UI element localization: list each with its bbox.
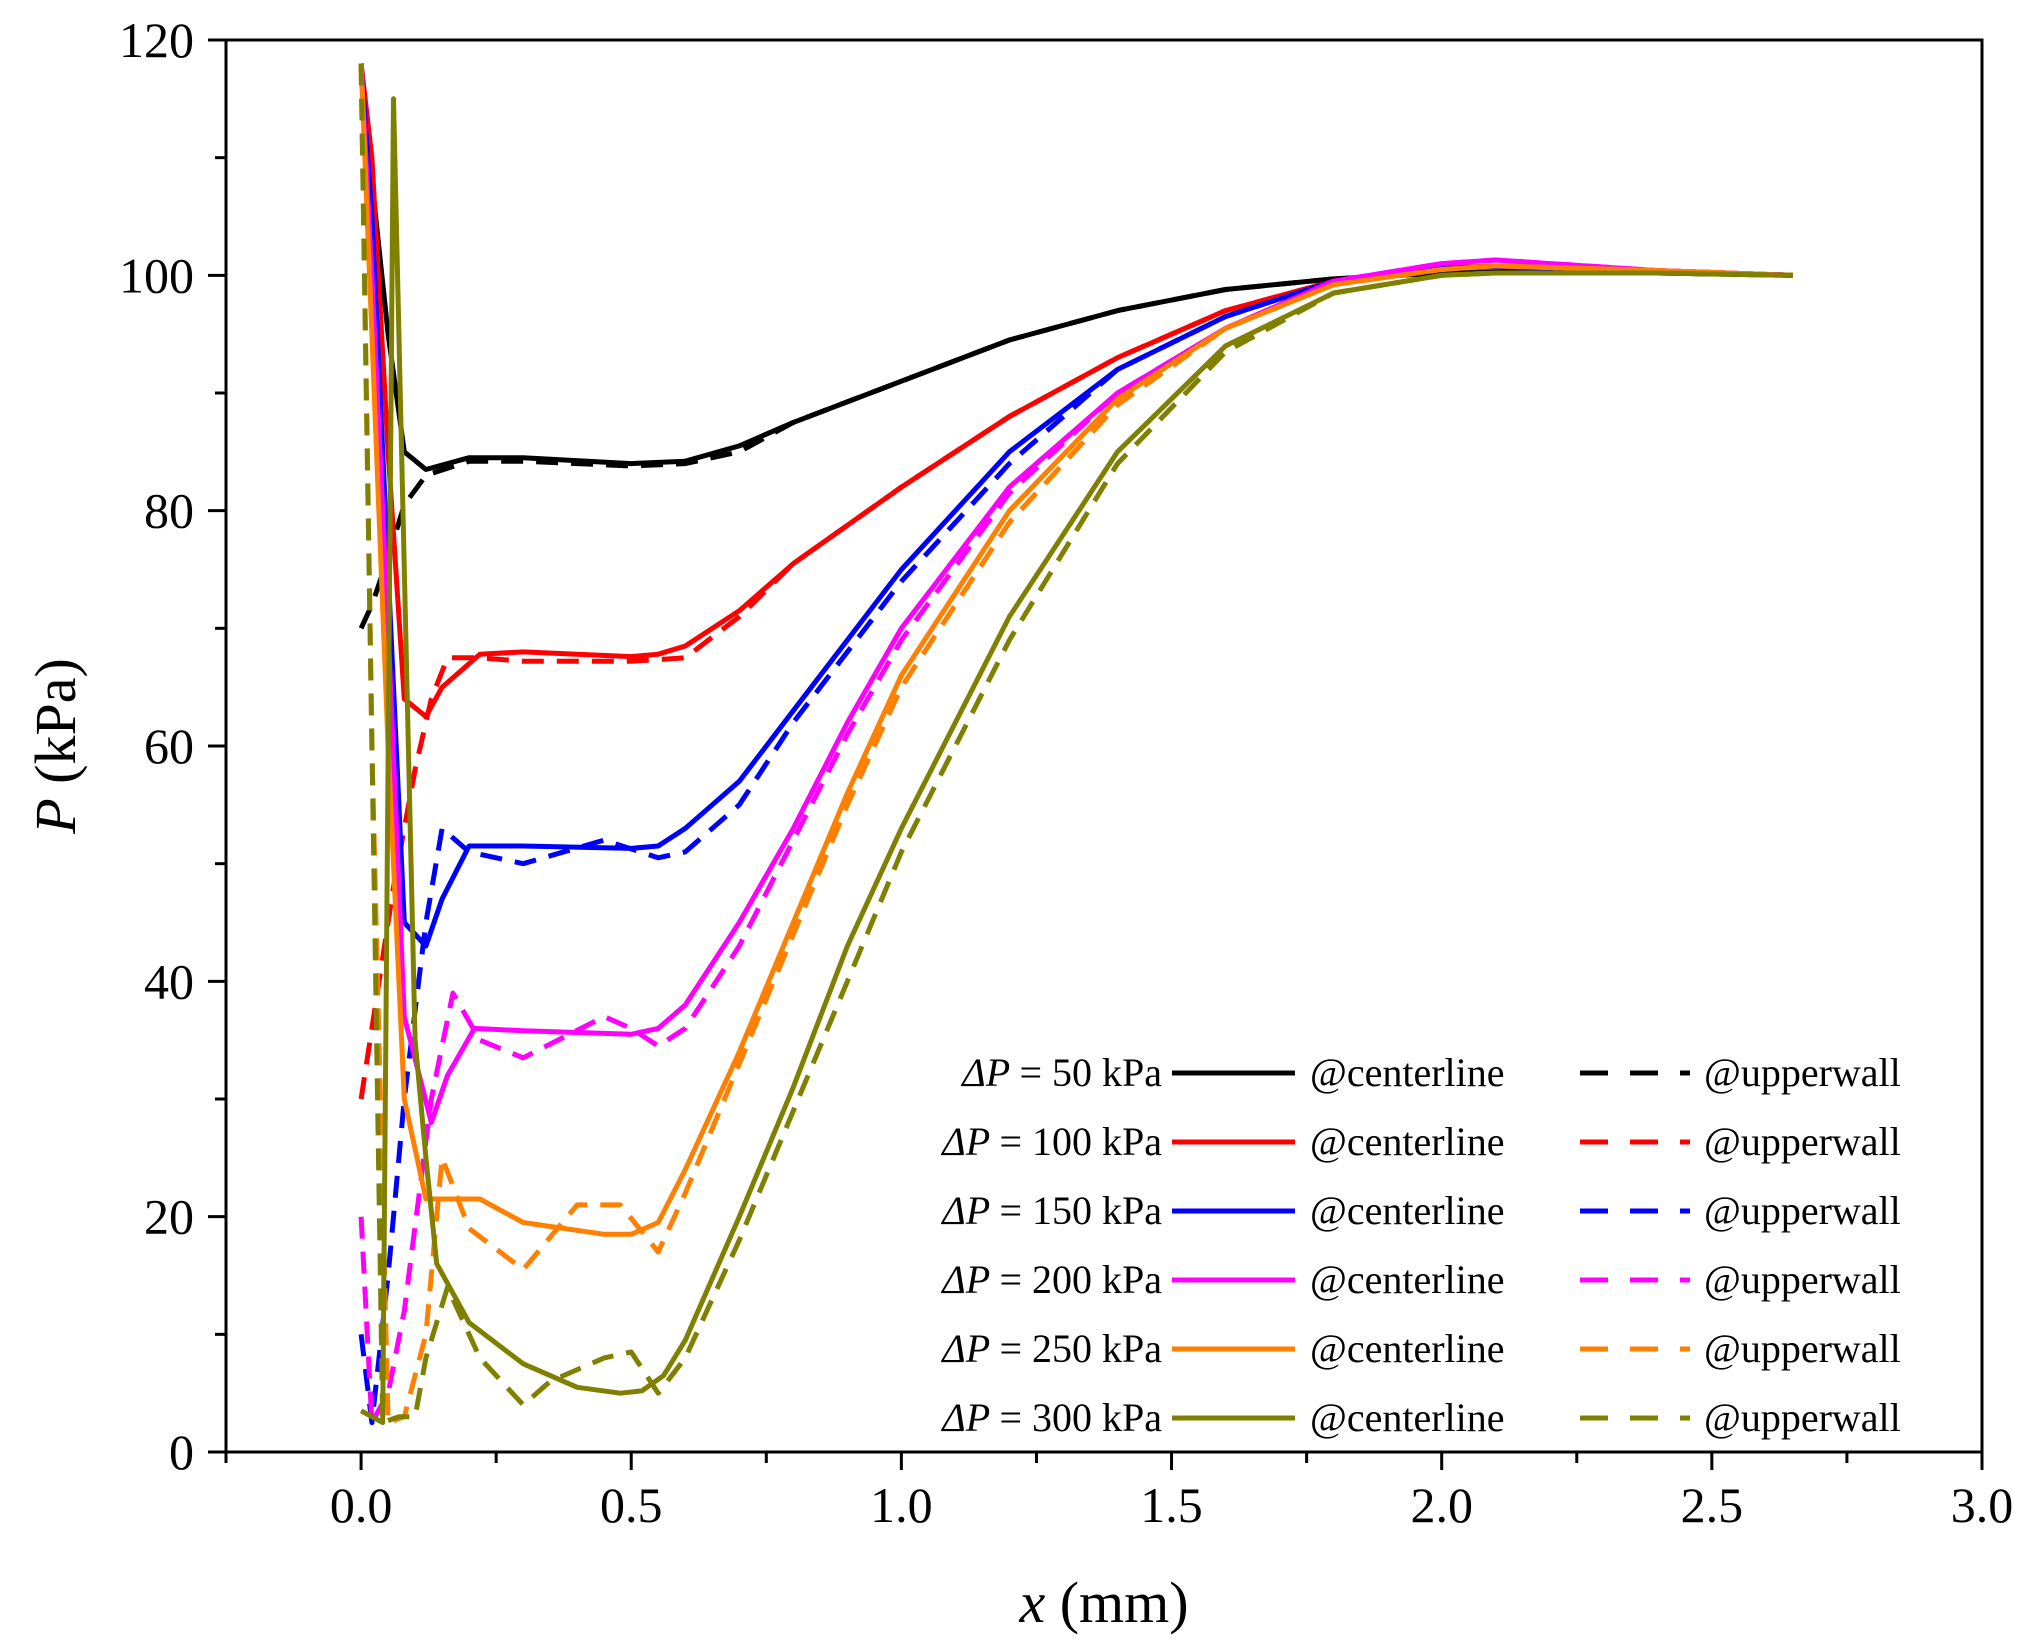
y-axis-label: P (kPa) [23, 658, 88, 835]
y-tick-label: 60 [144, 718, 194, 774]
legend-centerline-label-5: @centerline [1310, 1395, 1505, 1440]
legend-upperwall-label-2: @upperwall [1704, 1188, 1901, 1233]
legend: ΔP = 50 kPa @centerline @upperwall ΔP = 100… [940, 1050, 1901, 1440]
series-line-upperwall-7 [358, 257, 1793, 1426]
legend-label-4: ΔP = 250 kPa [940, 1326, 1162, 1371]
y-tick-label: 100 [119, 247, 194, 303]
legend-centerline-label-0: @centerline [1310, 1050, 1505, 1095]
legend-value: = 100 kPa [999, 1119, 1162, 1164]
legend-upperwall-label-0: @upperwall [1704, 1050, 1901, 1095]
y-tick-label: 0 [169, 1424, 194, 1480]
legend-upperwall-label-4: @upperwall [1704, 1326, 1901, 1371]
y-tick-label: 80 [144, 483, 194, 539]
x-tick-label: 0.5 [600, 1477, 663, 1533]
x-tick-label: 0.0 [330, 1477, 393, 1533]
legend-label-5: ΔP = 300 kPa [940, 1395, 1162, 1440]
y-axis-symbol: P [23, 798, 88, 834]
legend-label-1: ΔP = 100 kPa [940, 1119, 1162, 1164]
legend-value: = 50 kPa [1019, 1050, 1162, 1095]
series-layer [358, 63, 1793, 1426]
legend-delta-p: ΔP [940, 1119, 999, 1164]
legend-upperwall-label-1: @upperwall [1704, 1119, 1901, 1164]
x-tick-label: 3.0 [1951, 1477, 2014, 1533]
x-tick-label: 1.0 [870, 1477, 933, 1533]
legend-centerline-label-4: @centerline [1310, 1326, 1505, 1371]
legend-upperwall-label-5: @upperwall [1704, 1395, 1901, 1440]
legend-upperwall-label-3: @upperwall [1704, 1257, 1901, 1302]
series-line-centerline-8 [358, 63, 1793, 1237]
legend-value: = 150 kPa [999, 1188, 1162, 1233]
legend-delta-p: ΔP [940, 1395, 999, 1440]
legend-value: = 300 kPa [999, 1395, 1162, 1440]
legend-value: = 250 kPa [999, 1326, 1162, 1371]
x-axis-label: x (mm) [1018, 1570, 1188, 1635]
legend-delta-p: ΔP [940, 1188, 999, 1233]
legend-value: = 200 kPa [999, 1257, 1162, 1302]
legend-centerline-label-1: @centerline [1310, 1119, 1505, 1164]
series-line-upperwall-9 [358, 63, 1793, 1426]
legend-delta-p: ΔP [960, 1050, 1019, 1095]
legend-label-2: ΔP = 150 kPa [940, 1188, 1162, 1233]
y-tick-label: 40 [144, 953, 194, 1009]
y-tick-label: 120 [119, 12, 194, 68]
y-axis-unit: (kPa) [23, 658, 88, 798]
legend-centerline-label-3: @centerline [1310, 1257, 1505, 1302]
series-line-centerline-10 [359, 96, 1793, 1426]
series-line-upperwall-11 [358, 63, 1793, 1426]
x-tick-label: 1.5 [1140, 1477, 1203, 1533]
x-tick-label: 2.5 [1681, 1477, 1744, 1533]
y-tick-label: 20 [144, 1189, 194, 1245]
legend-delta-p: ΔP [940, 1326, 999, 1371]
legend-delta-p: ΔP [940, 1257, 999, 1302]
axes-layer: 0.0 0.5 1.0 1.5 2.0 2.5 3.0 0 20 40 60 80 100 120 [119, 12, 2013, 1533]
series-line-centerline-6 [358, 63, 1793, 1125]
legend-label-0: ΔP = 50 kPa [960, 1050, 1162, 1095]
x-tick-label: 2.0 [1410, 1477, 1473, 1533]
legend-label-3: ΔP = 200 kPa [940, 1257, 1162, 1302]
legend-centerline-label-2: @centerline [1310, 1188, 1505, 1233]
x-axis-unit: (mm) [1045, 1570, 1188, 1635]
x-axis-symbol: x [1018, 1570, 1045, 1635]
